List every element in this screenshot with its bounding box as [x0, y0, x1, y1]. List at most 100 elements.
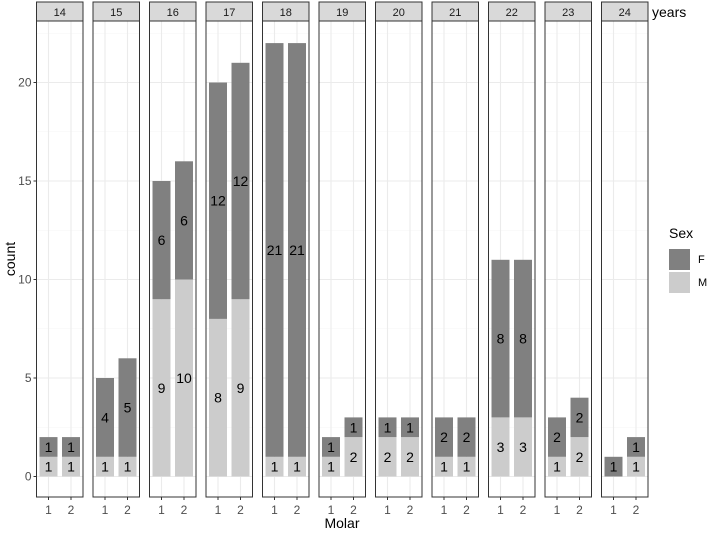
panel-background	[36, 21, 83, 497]
bar-segment-m	[118, 456, 137, 477]
bar-label-f: 1	[406, 419, 414, 435]
bar-label-f: 2	[440, 429, 448, 445]
x-tick-label: 2	[463, 503, 470, 517]
bar-segment-f	[457, 417, 476, 457]
bar-label-f: 1	[350, 419, 358, 435]
bar-segment-f	[627, 437, 645, 457]
bar-label-f: 1	[45, 439, 53, 455]
bar-label-m: 1	[327, 459, 335, 475]
bar-label-f: 8	[519, 331, 527, 347]
bar-label-m: 1	[632, 459, 640, 475]
bar-segment-f	[378, 417, 397, 438]
bar-label-f: 1	[632, 439, 640, 455]
facet-panel-17: 17 8 12 1 9 12 2	[205, 1, 253, 517]
facet-panel-16: 16 9 6 1 10 6 2	[149, 1, 197, 517]
x-tick-label: 1	[102, 503, 109, 517]
panel-border	[92, 20, 140, 498]
bar-segment-f	[231, 62, 250, 300]
bar-label-m: 9	[237, 380, 245, 396]
bar-label-m: 1	[553, 459, 561, 475]
y-tick-label: 20	[18, 76, 32, 90]
facet-strip-suffix: years	[652, 4, 686, 20]
x-tick-label: 2	[633, 503, 640, 517]
bar-segment-m	[627, 456, 645, 477]
bar-segment-m	[152, 299, 171, 477]
y-tick-label: 10	[18, 273, 32, 287]
panel-border	[149, 20, 197, 498]
facet-strip-label: 21	[449, 7, 461, 19]
panel-border	[375, 20, 423, 498]
bar-segment-f	[322, 437, 340, 457]
bar-label-m: 3	[497, 439, 505, 455]
bar-label-f: 4	[101, 409, 109, 425]
bar-label-m: 9	[158, 380, 166, 396]
bar-segment-f	[265, 43, 284, 457]
bar-segment-m	[62, 456, 80, 477]
x-tick-label: 1	[45, 503, 52, 517]
x-tick-label: 2	[520, 503, 527, 517]
y-tick-label: 5	[25, 371, 32, 385]
bar-segment-m	[322, 456, 340, 477]
x-tick-label: 1	[554, 503, 561, 517]
y-tick-label: 15	[18, 174, 32, 188]
y-tick-label: 0	[25, 470, 32, 484]
bar-label-m: 10	[176, 370, 192, 386]
bar-segment-m	[288, 456, 306, 477]
bar-segment-m	[548, 456, 566, 477]
bar-segment-m	[514, 417, 532, 477]
legend-label-f: F	[698, 254, 705, 266]
facet-strip-label: 20	[393, 7, 405, 19]
panel-border	[601, 20, 649, 498]
panel-border	[36, 20, 84, 498]
bar-segment-f	[401, 417, 419, 438]
facet-strip-label: 18	[280, 7, 292, 19]
bar-label-f: 2	[553, 429, 561, 445]
bar-label-f: 12	[210, 193, 226, 209]
facet-strip-label: 16	[167, 7, 179, 19]
bar-segment-f	[548, 417, 566, 457]
bar-segment-f	[514, 259, 532, 418]
bar-segment-m	[457, 456, 476, 477]
bar-segment-m	[435, 456, 453, 477]
bar-segment-f	[96, 378, 114, 457]
x-tick-label: 1	[328, 503, 335, 517]
bar-segment-m	[231, 299, 250, 477]
bar-label-f: 6	[158, 232, 166, 248]
bar-label-m: 2	[384, 449, 392, 465]
bar-label-f: 1	[327, 439, 335, 455]
legend-key-m	[669, 272, 690, 293]
bar-label-f: 1	[610, 459, 618, 475]
bar-label-f: 6	[180, 212, 188, 228]
bar-label-m: 1	[293, 459, 301, 475]
bar-segment-f	[175, 161, 193, 280]
bar-label-m: 8	[214, 390, 222, 406]
bar-label-f: 2	[576, 409, 584, 425]
bar-segment-f	[209, 82, 227, 319]
bar-label-m: 2	[350, 449, 358, 465]
bar-segment-m	[96, 456, 114, 477]
bar-segment-m	[175, 279, 193, 477]
bar-label-f: 8	[497, 331, 505, 347]
legend: Sex FM	[669, 225, 707, 293]
panel-border	[431, 20, 479, 498]
panel-border	[205, 20, 253, 498]
bar-segment-f	[570, 397, 589, 438]
bar-label-m: 1	[271, 459, 279, 475]
x-tick-label: 1	[384, 503, 391, 517]
bar-label-m: 1	[67, 459, 75, 475]
bar-segment-f	[435, 417, 453, 457]
bar-segment-f	[288, 43, 306, 457]
bar-segment-m	[378, 437, 397, 477]
bar-segment-f	[491, 259, 510, 418]
x-axis-title: Molar	[324, 515, 359, 531]
legend-key-f	[669, 249, 690, 270]
bar-segment-f	[604, 456, 623, 477]
bar-segment-f	[118, 358, 137, 457]
y-axis: 0 5 10 15 20	[18, 76, 37, 484]
